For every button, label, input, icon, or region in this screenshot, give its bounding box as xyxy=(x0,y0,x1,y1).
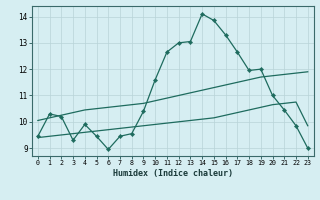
X-axis label: Humidex (Indice chaleur): Humidex (Indice chaleur) xyxy=(113,169,233,178)
